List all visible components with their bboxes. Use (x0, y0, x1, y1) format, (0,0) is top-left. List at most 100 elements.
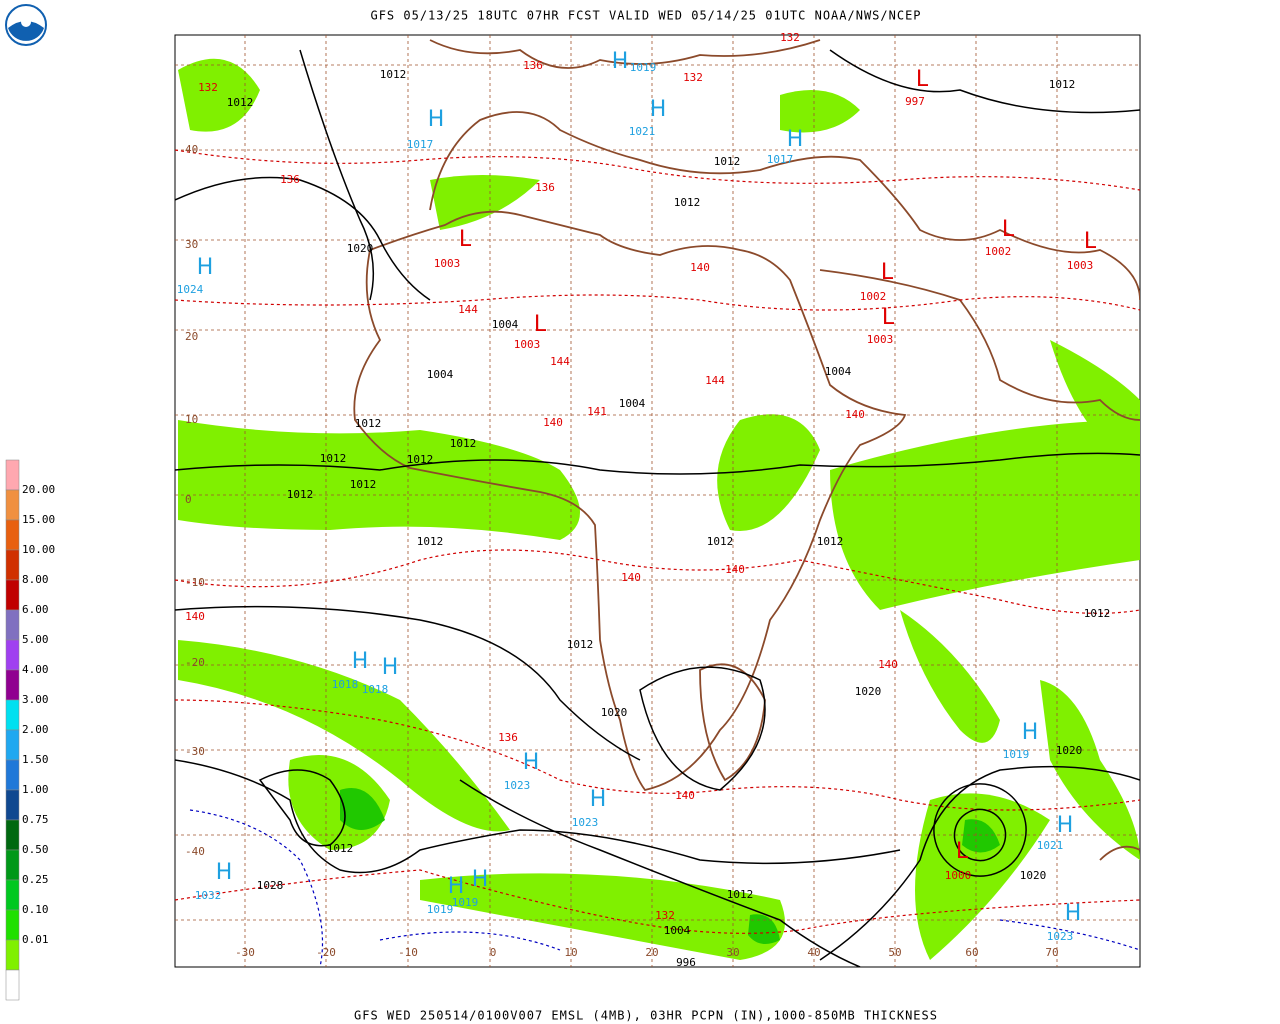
legend-label: 0.75 (22, 813, 49, 826)
thickness-label: 132 (198, 81, 218, 94)
low-value: 1002 (860, 290, 887, 303)
thickness-label: 136 (280, 173, 300, 186)
low-symbol: L (881, 260, 894, 285)
thickness-label: 140 (621, 571, 641, 584)
thickness-label: 144 (705, 374, 725, 387)
thickness-label: 140 (675, 789, 695, 802)
footer-caption: GFS WED 250514/0100V007 EMSL (4MB), 03HR… (354, 1009, 938, 1023)
high-value: 1019 (427, 903, 454, 916)
isobar-label: 1012 (1084, 607, 1111, 620)
thickness-label: 140 (725, 563, 745, 576)
thickness-label: 136 (535, 181, 555, 194)
high-symbol: H (590, 787, 607, 812)
high-symbol: H (612, 49, 629, 74)
high-value: 1023 (572, 816, 599, 829)
longitude-label: -10 (398, 946, 418, 959)
high-value: 1017 (767, 153, 794, 166)
low-symbol: L (916, 67, 929, 92)
legend-swatch (5, 519, 20, 551)
latitude-label: 0 (185, 493, 192, 506)
legend-swatch (5, 669, 20, 701)
latitude-label: 30 (185, 238, 198, 251)
low-value: 1002 (985, 245, 1012, 258)
low-symbol: L (534, 312, 547, 337)
isobar-label: 1012 (727, 888, 754, 901)
longitude-label: -20 (316, 946, 336, 959)
isobar-label: 1012 (227, 96, 254, 109)
isobar-label: 1004 (427, 368, 454, 381)
isobar-label: 1012 (417, 535, 444, 548)
low-symbol: L (1002, 217, 1015, 242)
legend-swatch (5, 789, 20, 821)
high-symbol: H (448, 874, 465, 899)
isobar-label: 1004 (619, 397, 646, 410)
legend-swatch (5, 579, 20, 611)
high-symbol: H (523, 750, 540, 775)
thickness-label: 140 (690, 261, 710, 274)
legend-swatch (5, 879, 20, 911)
high-symbol: H (787, 127, 804, 152)
isobar-label: 1012 (567, 638, 594, 651)
longitude-label: 50 (888, 946, 901, 959)
legend-label: 3.00 (22, 693, 49, 706)
isobar-label: 1012 (287, 488, 314, 501)
legend-swatch (5, 909, 20, 941)
high-value: 1018 (332, 678, 359, 691)
low-symbol: L (956, 839, 969, 864)
thickness-contours (175, 149, 1140, 967)
isobar-label: 1012 (320, 452, 347, 465)
legend-label: 4.00 (22, 663, 49, 676)
thickness-label: 136 (523, 59, 543, 72)
longitude-label: 70 (1045, 946, 1058, 959)
noaa-logo (5, 4, 47, 46)
latitude-label: -10 (185, 576, 205, 589)
high-value: 1021 (629, 125, 656, 138)
longitude-label: 10 (564, 946, 577, 959)
legend-swatch (5, 969, 20, 1001)
isobar-label: 1012 (714, 155, 741, 168)
thickness-label: 141 (587, 405, 607, 418)
thickness-label: 144 (550, 355, 570, 368)
low-symbol: L (882, 305, 895, 330)
isobar-label: 1004 (825, 365, 852, 378)
isobar-label: 1012 (450, 437, 477, 450)
low-value: 1003 (434, 257, 461, 270)
longitude-label: 30 (726, 946, 739, 959)
thickness-label: 132 (780, 31, 800, 44)
legend-label: 0.01 (22, 933, 49, 946)
longitude-label: -30 (235, 946, 255, 959)
latitude-label: 10 (185, 413, 198, 426)
high-value: 1017 (407, 138, 434, 151)
high-value: 1018 (362, 683, 389, 696)
latitude-label: -20 (185, 656, 205, 669)
thickness-label: 140 (543, 416, 563, 429)
high-symbol: H (352, 649, 369, 674)
high-value: 1019 (1003, 748, 1030, 761)
legend-swatch (5, 639, 20, 671)
high-symbol: H (650, 97, 667, 122)
isobar-label: 1012 (350, 478, 377, 491)
legend-label: 0.10 (22, 903, 49, 916)
isobar-label: 1012 (817, 535, 844, 548)
longitude-label: 60 (965, 946, 978, 959)
thickness-label: 132 (655, 909, 675, 922)
high-symbol: H (1065, 901, 1082, 926)
legend-swatch (5, 699, 20, 731)
coastlines (353, 39, 1140, 861)
low-value: 1003 (1067, 259, 1094, 272)
legend-label: 15.00 (22, 513, 55, 526)
isobar-label: 1020 (601, 706, 628, 719)
legend-swatch (5, 489, 20, 521)
isobar-label: 1020 (1056, 744, 1083, 757)
legend-label: 20.00 (22, 483, 55, 496)
legend-swatch (5, 459, 20, 491)
legend-label: 8.00 (22, 573, 49, 586)
isobar-label: 1012 (674, 196, 701, 209)
legend-swatch (5, 729, 20, 761)
longitude-label: 40 (807, 946, 820, 959)
isobar-label: 1020 (347, 242, 374, 255)
grid (175, 35, 1140, 967)
legend-swatch (5, 609, 20, 641)
isobar-label: 1012 (707, 535, 734, 548)
legend-swatch (5, 849, 20, 881)
